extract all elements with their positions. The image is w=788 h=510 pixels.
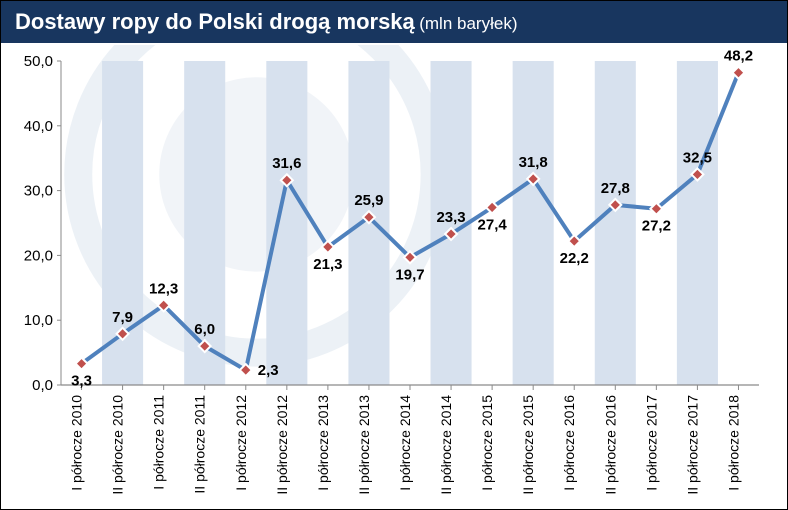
x-tick-label: II półrocze 2011 <box>192 395 208 494</box>
x-tick-label: I półrocze 2017 <box>643 395 659 491</box>
x-tick-label: II półrocze 2012 <box>274 395 290 495</box>
y-tick-label: 20,0 <box>24 247 53 264</box>
plot-band <box>677 61 718 385</box>
data-label: 23,3 <box>436 209 465 226</box>
plot-band <box>266 61 307 385</box>
data-label: 12,3 <box>149 280 178 297</box>
data-label: 27,8 <box>601 180 630 197</box>
data-label: 31,8 <box>519 154 548 171</box>
line-chart-svg: 0,0 10,0 20,0 30,0 40,0 50,0 I półrocze 2010 II… <box>11 45 777 503</box>
plot-band <box>595 61 636 385</box>
data-label: 7,9 <box>112 309 133 326</box>
x-tick-label: I półrocze 2014 <box>397 395 413 491</box>
x-tick-label: I półrocze 2018 <box>725 395 741 491</box>
x-tick-label: I półrocze 2011 <box>151 395 167 490</box>
data-label: 19,7 <box>395 266 424 283</box>
data-label: 2,3 <box>258 362 279 379</box>
data-label: 21,3 <box>313 256 342 273</box>
chart-subtitle: (mln baryłek) <box>419 14 517 33</box>
x-tick-label: I półrocze 2010 <box>69 395 85 491</box>
data-marker <box>732 67 744 79</box>
data-label: 31,6 <box>272 155 301 172</box>
y-tick-label: 30,0 <box>24 183 53 200</box>
x-tick-label: I półrocze 2015 <box>479 395 495 491</box>
chart-title: Dostawy ropy do Polski drogą morską <box>15 9 415 34</box>
x-tick-label: II półrocze 2015 <box>520 395 536 495</box>
data-label: 27,4 <box>478 216 508 233</box>
data-label: 6,0 <box>194 321 215 338</box>
x-tick-label: II półrocze 2014 <box>438 395 454 495</box>
y-tick-label: 0,0 <box>32 377 53 394</box>
chart-area: 0,0 10,0 20,0 30,0 40,0 50,0 I półrocze 2010 II… <box>11 45 777 503</box>
plot-band <box>513 61 554 385</box>
data-label: 48,2 <box>724 48 753 65</box>
x-tick-label: II półrocze 2017 <box>684 395 700 495</box>
y-tick-label: 50,0 <box>24 53 53 70</box>
x-tick-label: II półrocze 2013 <box>356 395 372 495</box>
x-tick-label: II półrocze 2010 <box>110 395 126 495</box>
data-label: 25,9 <box>354 192 383 209</box>
y-tick-label: 10,0 <box>24 312 53 329</box>
y-tick-label: 40,0 <box>24 118 53 135</box>
data-label: 27,2 <box>642 218 671 235</box>
data-label: 32,5 <box>683 149 712 166</box>
x-tick-label: I półrocze 2012 <box>233 395 249 491</box>
data-label: 22,2 <box>560 250 589 267</box>
x-tick-label: I półrocze 2016 <box>561 395 577 491</box>
figure-frame: Dostawy ropy do Polski drogą morską (mln… <box>0 0 788 510</box>
x-tick-label: II półrocze 2016 <box>602 395 618 495</box>
x-tick-label: I półrocze 2013 <box>315 395 331 491</box>
data-label: 3,3 <box>71 373 92 390</box>
chart-header: Dostawy ropy do Polski drogą morską (mln… <box>1 1 787 43</box>
